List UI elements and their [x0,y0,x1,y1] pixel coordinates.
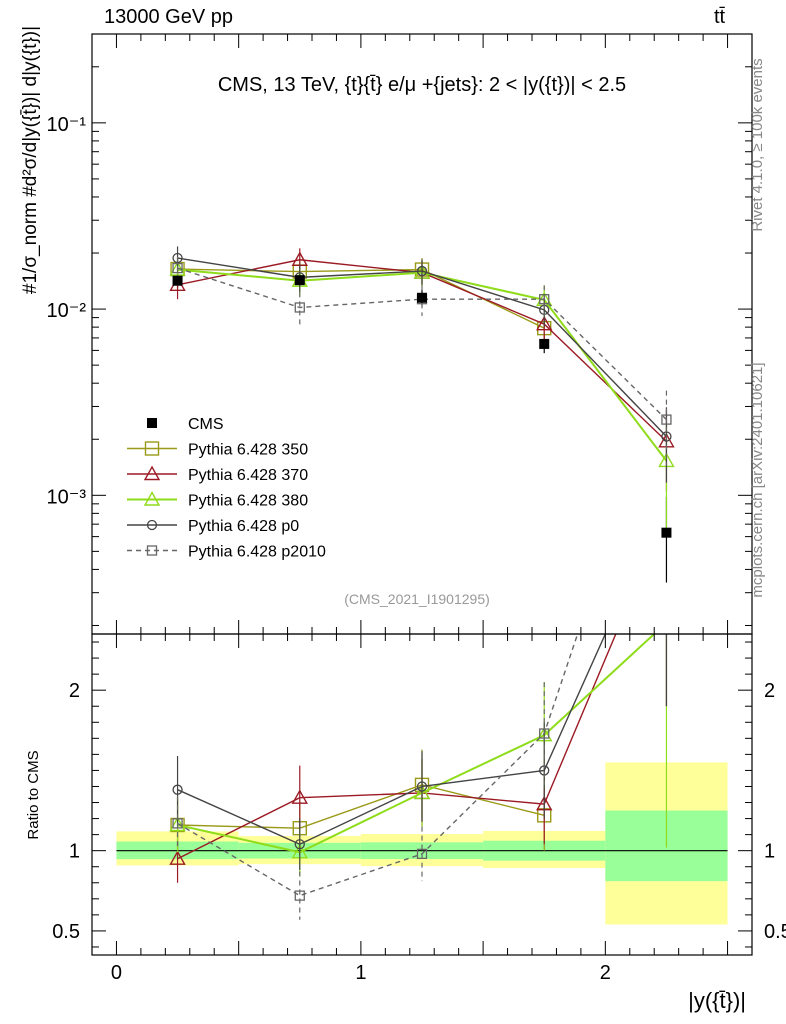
legend-marker-pythia-6-428-p0 [146,519,158,531]
point-pythia-6-428-p2010 [661,414,672,425]
legend-marker-pythia-6-428-370 [143,465,161,481]
ratio-plot-area [116,365,728,925]
y-tick-label-ratio: 0.5 [52,921,80,943]
point-pythia-6-428-380 [659,616,673,629]
legend-marker-cms [147,418,157,428]
x-tick-label: 0 [111,962,122,984]
legend-label-pythia-6-428-370: Pythia 6.428 370 [188,467,308,484]
y-tick-label-ratio-right: 2 [764,680,775,702]
point-cms [417,292,427,303]
point-pythia-6-428-p2010 [172,262,183,274]
point-cms [539,338,550,349]
plot-header-left: 13000 GeV pp [104,6,233,28]
point-pythia-6-428-p0 [172,784,183,795]
point-cms [294,275,305,286]
plot-title: CMS, 13 TeV, {t}{t̄} e/μ +{jets}: 2 < |y… [218,74,626,96]
legend-label-pythia-6-428-350: Pythia 6.428 350 [188,442,308,459]
x-tick-label: 2 [600,962,611,984]
legend-label-pythia-6-428-p2010: Pythia 6.428 p2010 [188,544,326,561]
legend-label-pythia-6-428-380: Pythia 6.428 380 [188,493,308,510]
y-tick-label-ratio: 1 [69,841,80,863]
point-pythia-6-428-p0 [416,265,428,277]
point-pythia-6-428-p2010 [294,890,305,901]
y-tick-label-ratio-right: 0.5 [764,921,786,943]
plot-header-right: tt̄ [714,6,726,28]
legend-marker-pythia-6-428-380 [143,491,161,506]
point-pythia-6-428-p2010 [294,302,305,313]
y-tick-label-ratio-right: 1 [764,841,775,863]
point-pythia-6-428-p0 [294,839,305,850]
point-pythia-6-428-p2010 [662,365,671,374]
series-line-pythia-6-428-350 [177,784,545,829]
point-pythia-6-428-p2010 [539,728,550,739]
ratio-y-axis-label: Ratio to CMS [25,750,42,839]
y-tick-label-main: 10⁻³ [47,486,87,508]
point-cms [661,527,672,538]
ratio-plot-frame [91,633,753,956]
analysis-watermark: (CMS_2021_I1901295) [344,591,490,607]
mcplots-source-label: mcplots.cern.ch [arXiv:2401.10621] [749,362,766,597]
point-pythia-6-428-p0 [416,781,428,792]
point-pythia-6-428-p2010 [416,848,428,860]
point-pythia-6-428-p2010 [172,818,183,829]
y-tick-label-main: 10⁻¹ [47,114,87,136]
rivet-version-label: Rivet 4.1.0, ≥ 100k events [749,58,766,231]
series-line-pythia-6-428-p2010 [177,267,667,421]
point-pythia-6-428-370 [169,850,186,865]
y-tick-label-ratio: 2 [69,680,80,702]
point-pythia-6-428-p0 [172,252,183,264]
point-pythia-6-428-370 [291,789,308,804]
legend-label-pythia-6-428-p0: Pythia 6.428 p0 [188,518,299,535]
point-cms [172,275,183,286]
y-tick-label-main: 10⁻² [47,300,87,322]
point-pythia-6-428-380 [169,816,186,832]
legend-marker-pythia-6-428-p2010 [146,545,158,556]
point-pythia-6-428-p2010 [539,294,550,305]
x-axis-label: |y({t̄})| [688,988,746,1013]
legend: CMS Pythia 6.428 350 Pythia 6.428 370 Pythi… [127,416,326,561]
point-pythia-6-428-370 [536,315,553,331]
legend-label-cms: CMS [188,416,224,433]
main-plot-area [169,246,675,583]
x-tick-label: 1 [355,962,366,984]
main-y-axis-label: #1/σ_norm #d²σ/d|y({t̄})| d|y({t})| [20,26,41,294]
point-pythia-6-428-p0 [661,431,672,442]
legend-marker-pythia-6-428-350 [144,441,160,456]
